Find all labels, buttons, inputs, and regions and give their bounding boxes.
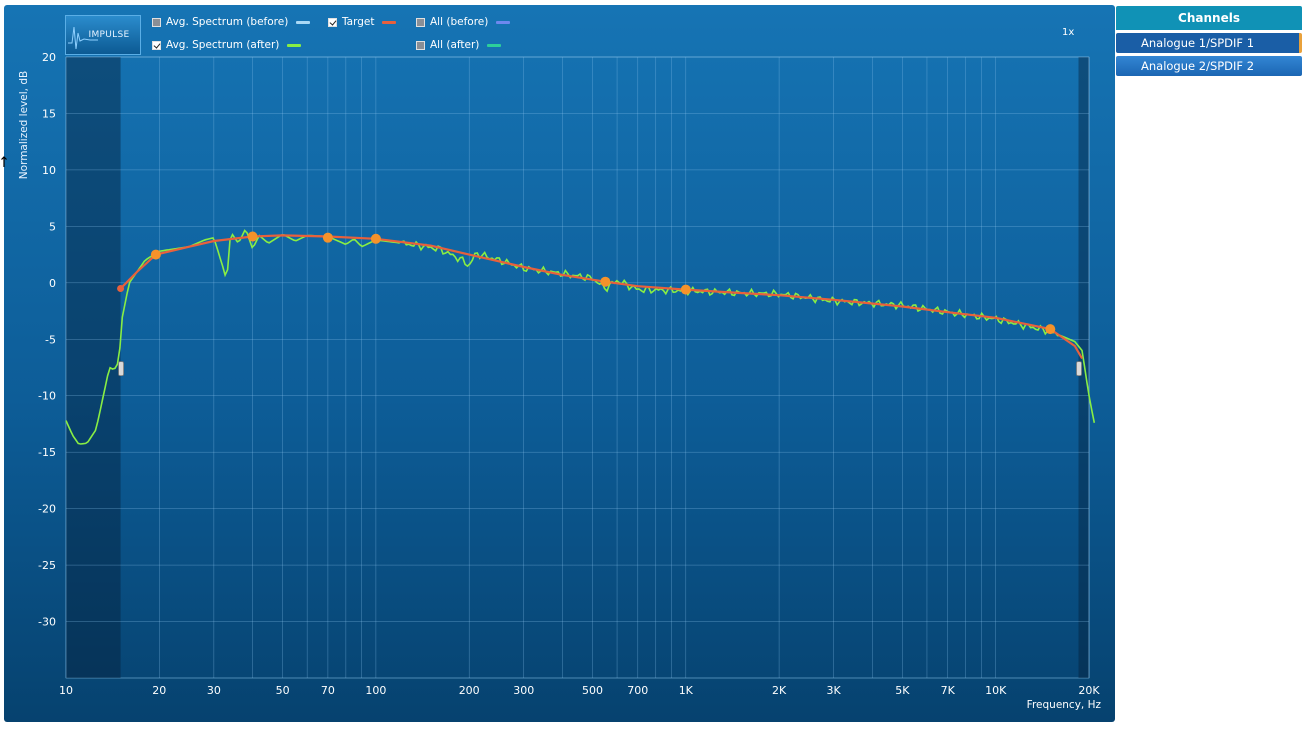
y-tick-label: 10 bbox=[42, 164, 56, 177]
checkbox-target[interactable] bbox=[328, 17, 337, 27]
x-tick-label: 2K bbox=[772, 684, 787, 697]
legend-avg-spectrum-after[interactable]: Avg. Spectrum (after) bbox=[152, 38, 302, 52]
y-tick-label: -20 bbox=[38, 503, 56, 516]
y-tick-label: 15 bbox=[42, 107, 56, 120]
target-control-point[interactable] bbox=[247, 231, 258, 242]
y-axis-title: Normalized level, dB bbox=[18, 70, 30, 180]
impulse-wave-icon bbox=[68, 26, 98, 50]
legend-target[interactable]: Target bbox=[328, 15, 397, 29]
checkbox-avg-spectrum-after[interactable] bbox=[152, 40, 161, 50]
channels-panel: Channels Analogue 1/SPDIF 1 Analogue 2/S… bbox=[1116, 6, 1302, 76]
x-tick-label: 500 bbox=[582, 684, 603, 697]
legend-avg-spectrum-before[interactable]: Avg. Spectrum (before) bbox=[152, 15, 311, 29]
x-tick-label: 700 bbox=[627, 684, 648, 697]
legend-label: Avg. Spectrum (after) bbox=[166, 39, 280, 51]
x-tick-label: 1K bbox=[679, 684, 694, 697]
excluded-range-shade bbox=[1078, 57, 1089, 678]
checkbox-all-before[interactable] bbox=[416, 17, 425, 27]
impulse-button[interactable]: IMPULSE bbox=[65, 15, 141, 55]
checkbox-all-after[interactable] bbox=[416, 40, 425, 50]
x-tick-label: 10 bbox=[59, 684, 73, 697]
y-tick-label: 20 bbox=[42, 51, 56, 64]
y-tick-label: -25 bbox=[38, 559, 56, 572]
channel-item-analogue-1[interactable]: Analogue 1/SPDIF 1 bbox=[1116, 33, 1302, 53]
legend-swatch bbox=[382, 20, 397, 24]
x-tick-label: 300 bbox=[513, 684, 534, 697]
x-tick-label: 10K bbox=[985, 684, 1007, 697]
target-control-point[interactable] bbox=[600, 276, 611, 287]
plot-border bbox=[65, 56, 1090, 679]
legend-all-before[interactable]: All (before) bbox=[416, 15, 511, 29]
channel-item-analogue-2[interactable]: Analogue 2/SPDIF 2 bbox=[1116, 56, 1302, 76]
x-tick-label: 3K bbox=[827, 684, 842, 697]
target-control-point[interactable] bbox=[150, 249, 161, 260]
target-control-point[interactable] bbox=[370, 233, 381, 244]
chart-panel[interactable]: 20 15 10 5 0 -5 -10 -15 -20 -25 -30 10 20 30 50 70 100 20… bbox=[4, 5, 1115, 722]
x-tick-label: 30 bbox=[207, 684, 221, 697]
target-control-point[interactable] bbox=[680, 284, 691, 295]
legend-label: All (before) bbox=[430, 16, 489, 28]
series-avg-spectrum-after bbox=[65, 229, 1096, 445]
legend-swatch bbox=[496, 20, 511, 24]
y-tick-label: -10 bbox=[38, 390, 56, 403]
legend-label: Avg. Spectrum (before) bbox=[166, 16, 289, 28]
y-tick-label: 0 bbox=[49, 277, 56, 290]
x-tick-label: 20 bbox=[152, 684, 166, 697]
zoom-level-label[interactable]: 1x bbox=[1062, 27, 1075, 38]
legend-swatch bbox=[487, 43, 502, 47]
target-control-point[interactable] bbox=[322, 232, 333, 243]
y-tick-label: -30 bbox=[38, 616, 56, 629]
legend-swatch bbox=[296, 20, 311, 24]
y-tick-label: 5 bbox=[49, 220, 56, 233]
y-tick-label: -15 bbox=[38, 446, 56, 459]
series-target bbox=[119, 234, 1084, 360]
channels-header: Channels bbox=[1116, 6, 1302, 30]
checkbox-avg-spectrum-before[interactable] bbox=[152, 17, 161, 27]
x-tick-label: 200 bbox=[459, 684, 480, 697]
legend-swatch bbox=[287, 43, 302, 47]
x-tick-label: 5K bbox=[895, 684, 910, 697]
x-tick-label: 100 bbox=[365, 684, 386, 697]
x-tick-label: 20K bbox=[1078, 684, 1100, 697]
legend-label: Target bbox=[342, 16, 375, 28]
resize-cursor-icon bbox=[1, 156, 7, 167]
x-tick-label: 7K bbox=[941, 684, 956, 697]
range-handle-left[interactable] bbox=[118, 361, 124, 377]
legend-label: All (after) bbox=[430, 39, 480, 51]
target-control-point[interactable] bbox=[117, 284, 125, 292]
excluded-range-shade bbox=[66, 57, 121, 678]
range-handle-right[interactable] bbox=[1076, 361, 1082, 377]
x-tick-label: 70 bbox=[321, 684, 335, 697]
legend-all-after[interactable]: All (after) bbox=[416, 38, 502, 52]
x-tick-label: 50 bbox=[276, 684, 290, 697]
x-axis-title: Frequency, Hz bbox=[1026, 699, 1101, 711]
impulse-button-label: IMPULSE bbox=[88, 30, 130, 40]
y-tick-label: -5 bbox=[45, 333, 56, 346]
target-control-point[interactable] bbox=[1045, 324, 1056, 335]
